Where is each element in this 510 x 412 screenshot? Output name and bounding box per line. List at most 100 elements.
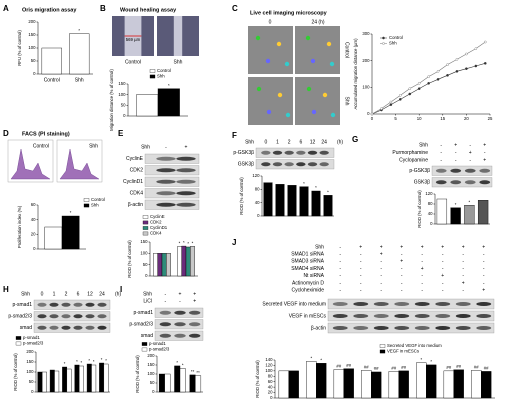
panel-title: Wound healing assay bbox=[120, 7, 177, 13]
treatment-level: + bbox=[482, 288, 485, 294]
treatment-level: - bbox=[401, 288, 403, 294]
bar bbox=[62, 366, 68, 393]
bar bbox=[464, 205, 475, 225]
blot-label: CyclinE bbox=[126, 156, 144, 162]
blot-strip bbox=[255, 147, 335, 158]
significance: * bbox=[176, 360, 178, 365]
y-tick-label: 140 bbox=[265, 357, 273, 362]
blot-strip bbox=[327, 322, 495, 334]
y-tick-label: 100 bbox=[147, 371, 155, 376]
bar bbox=[299, 186, 309, 217]
y-axis-label: RIOD (% of control) bbox=[135, 355, 140, 393]
blot-band bbox=[435, 180, 447, 185]
x-tick-label: 0 bbox=[371, 116, 374, 121]
blot-band bbox=[37, 314, 47, 319]
treatment-label: SMAD3 siRNA bbox=[291, 259, 324, 265]
significance: ## bbox=[336, 364, 341, 369]
treatment-level: + bbox=[482, 244, 485, 250]
treatment-level: - bbox=[442, 252, 444, 258]
blot-band bbox=[307, 150, 318, 155]
significance: * bbox=[455, 202, 457, 207]
treatment-level: - bbox=[179, 298, 181, 304]
blot-band bbox=[37, 302, 47, 307]
point bbox=[436, 70, 440, 73]
treatment-level: + bbox=[185, 144, 188, 150]
treatment-level: + bbox=[400, 244, 403, 250]
significance: * bbox=[76, 359, 78, 364]
blot-band bbox=[49, 302, 59, 307]
y-axis-label: Migration distance (% of control) bbox=[109, 69, 114, 131]
y-tick-label: 100 bbox=[140, 250, 148, 255]
bar bbox=[436, 198, 448, 225]
treatment-level: - bbox=[462, 288, 464, 294]
bar bbox=[91, 364, 97, 393]
blot-label: CDK4 bbox=[130, 191, 144, 197]
x-tick-label: 25 bbox=[488, 116, 493, 121]
significance: ## bbox=[401, 365, 406, 370]
time-label: 1 bbox=[53, 291, 56, 297]
significance: ## bbox=[391, 366, 396, 371]
significance: * bbox=[327, 189, 329, 194]
time-label: 2 bbox=[65, 291, 68, 297]
treatment-level: + bbox=[193, 298, 196, 304]
y-tick-label: 40 bbox=[255, 200, 260, 205]
blot-band bbox=[353, 302, 369, 306]
point bbox=[389, 103, 393, 106]
significance: ** bbox=[191, 369, 195, 374]
blot-label: CyclinD1 bbox=[123, 179, 143, 185]
point bbox=[474, 64, 478, 68]
blot-band bbox=[174, 310, 186, 315]
y-tick-label: 20 bbox=[268, 390, 273, 395]
time-label: 0 bbox=[264, 139, 267, 145]
significance: ## bbox=[484, 366, 489, 371]
cell-track bbox=[256, 86, 262, 92]
blot-band bbox=[476, 326, 492, 330]
blot-band bbox=[319, 162, 329, 167]
treatment-level: - bbox=[442, 288, 444, 294]
bar bbox=[181, 245, 187, 277]
treatment-level: - bbox=[421, 280, 423, 286]
blot-band bbox=[455, 314, 471, 318]
legend-swatch bbox=[379, 349, 386, 354]
bar bbox=[443, 370, 454, 399]
y-axis-label: RIOD (% of control) bbox=[239, 177, 244, 215]
significance: * bbox=[101, 357, 103, 362]
treatment-level: + bbox=[483, 157, 486, 163]
treatment-level: + bbox=[469, 150, 472, 156]
treatment-level: - bbox=[469, 157, 471, 163]
blot-band bbox=[479, 180, 491, 185]
legend-swatch bbox=[83, 203, 90, 208]
x-tick-label: Control bbox=[44, 77, 60, 83]
y-tick-label: 50 bbox=[150, 380, 155, 385]
cell-track bbox=[305, 35, 311, 41]
treatment-level: - bbox=[164, 298, 166, 304]
panel-title: Oris migration assay bbox=[22, 7, 77, 13]
legend-label: Secreted VEGF into medium bbox=[387, 343, 442, 348]
blot-band bbox=[85, 325, 95, 330]
cell-track bbox=[265, 58, 271, 64]
treatment-level: - bbox=[360, 266, 362, 272]
bar bbox=[153, 253, 158, 277]
blot-band bbox=[476, 302, 492, 306]
time-label: 2 bbox=[288, 139, 291, 145]
bar bbox=[66, 368, 72, 393]
treatment-level: + bbox=[421, 266, 424, 272]
bar bbox=[333, 369, 344, 399]
legend-label: Control bbox=[157, 68, 171, 73]
treatment-label: SMAD4 siRNA bbox=[291, 266, 324, 272]
treatment-level: - bbox=[339, 280, 341, 286]
legend-swatch bbox=[149, 69, 156, 73]
panel-letter: H bbox=[3, 285, 9, 294]
blot-band bbox=[159, 310, 172, 315]
micrograph bbox=[295, 77, 340, 125]
blot-band bbox=[174, 333, 186, 338]
treatment-label: Nt siRNA bbox=[303, 273, 324, 279]
treatment-level: - bbox=[483, 266, 485, 272]
blot-band bbox=[159, 322, 172, 327]
y-axis-label: RIOD (% of control) bbox=[127, 240, 132, 278]
bar bbox=[371, 371, 382, 399]
treatment-level: - bbox=[462, 266, 464, 272]
blot-label: smad bbox=[20, 325, 32, 331]
significance: * bbox=[192, 240, 194, 245]
